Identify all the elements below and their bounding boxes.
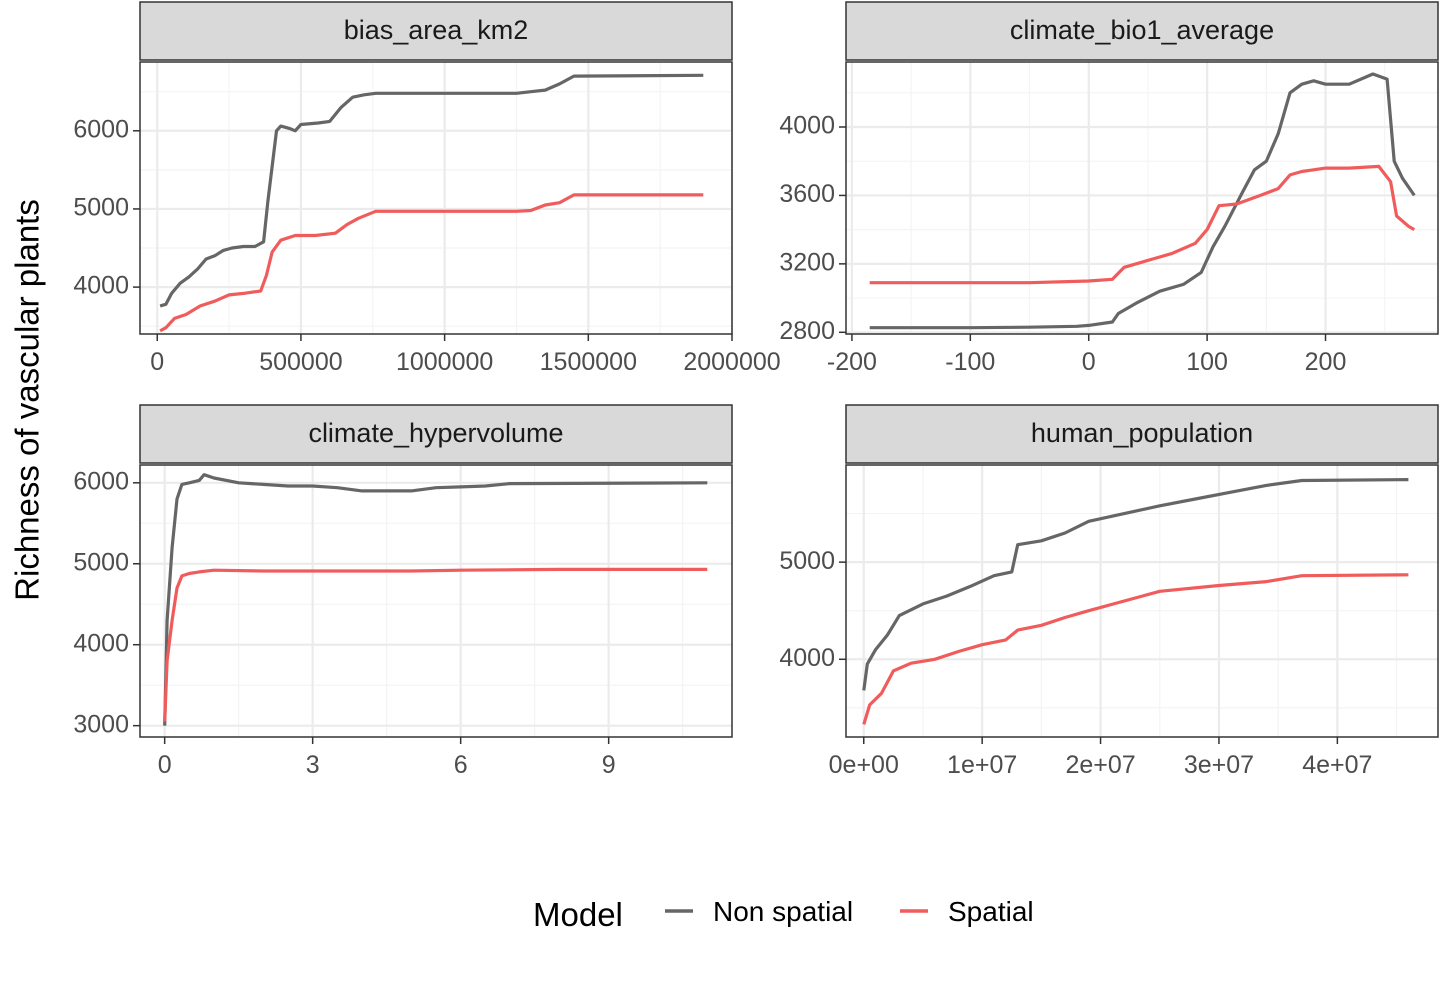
x-tick-label: 0: [150, 348, 164, 376]
x-tick-label: 2000000: [683, 348, 780, 376]
x-tick-label: 1000000: [396, 348, 493, 376]
x-tick-label: 6: [454, 751, 468, 779]
series-line-non-spatial: [862, 478, 1409, 691]
y-tick-label: 3600: [779, 180, 835, 208]
panel-border: [139, 464, 733, 738]
facet-title: climate_bio1_average: [1010, 15, 1274, 45]
facet-strip: [139, 1, 733, 61]
panel-human-population: human_population 0e+00 1e+07 2e+07 3e+07 4e+0…: [779, 404, 1439, 779]
y-tick-label: 2800: [779, 317, 835, 345]
facet-title: bias_area_km2: [344, 15, 529, 45]
plot-area: [140, 465, 732, 737]
panel-border: [845, 464, 1439, 738]
x-tick-label: 1500000: [540, 348, 637, 376]
x-tick-label: 0e+00: [829, 751, 899, 779]
series-line-spatial: [163, 567, 708, 722]
x-tick-label: 0: [158, 751, 172, 779]
x-tick-label: 500000: [259, 348, 342, 376]
panel-climate-bio1-average: climate_bio1_average -200 -100 0 100 200 2800 3…: [779, 1, 1439, 376]
series-line-non-spatial: [163, 473, 708, 726]
facet-title: human_population: [1031, 418, 1253, 448]
panel-border: [139, 61, 733, 335]
legend-label-non-spatial: Non spatial: [713, 896, 853, 927]
x-tick-label: 9: [602, 751, 616, 779]
panel-climate-hypervolume: climate_hypervolume 0 3 6 9 3000 4000 5000 6000: [73, 404, 733, 779]
x-tick-label: 100: [1186, 348, 1228, 376]
x-tick-label: 3: [306, 751, 320, 779]
y-tick-label: 4000: [779, 112, 835, 140]
facet-strip: [139, 404, 733, 464]
legend-label-spatial: Spatial: [948, 896, 1034, 927]
facet-title: climate_hypervolume: [308, 418, 563, 448]
y-axis-label: Richness of vascular plants: [9, 199, 46, 601]
y-tick-label: 3000: [73, 710, 129, 738]
y-tick-label: 4000: [73, 272, 129, 300]
y-tick-label: 5000: [779, 547, 835, 575]
series-line-spatial: [869, 164, 1416, 285]
legend-title: Model: [533, 896, 623, 933]
series-line-non-spatial: [159, 73, 704, 308]
y-tick-label: 4000: [779, 644, 835, 672]
y-tick-label: 5000: [73, 194, 129, 222]
y-tick-label: 6000: [73, 115, 129, 143]
x-tick-label: 0: [1082, 348, 1096, 376]
panel-border: [845, 61, 1439, 335]
x-tick-label: 4e+07: [1302, 751, 1372, 779]
legend: Model Non spatial Spatial: [533, 896, 1034, 933]
series-line-spatial: [159, 193, 704, 333]
series-line-spatial: [862, 573, 1409, 725]
panel-bias-area-km2: bias_area_km2 0 500000 1000000 1500000 200000…: [73, 1, 781, 376]
plot-area: [846, 62, 1438, 334]
x-tick-label: 2e+07: [1065, 751, 1135, 779]
series-line-non-spatial: [869, 72, 1416, 330]
y-tick-label: 5000: [73, 548, 129, 576]
x-tick-label: 1e+07: [947, 751, 1017, 779]
y-tick-label: 6000: [73, 467, 129, 495]
x-tick-label: -100: [945, 348, 995, 376]
y-tick-label: 3200: [779, 248, 835, 276]
plot-area: [140, 62, 732, 334]
facet-strip: [845, 1, 1439, 61]
y-tick-label: 4000: [73, 629, 129, 657]
x-tick-label: -200: [827, 348, 877, 376]
facet-strip: [845, 404, 1439, 464]
x-tick-label: 3e+07: [1184, 751, 1254, 779]
x-tick-label: 200: [1305, 348, 1347, 376]
